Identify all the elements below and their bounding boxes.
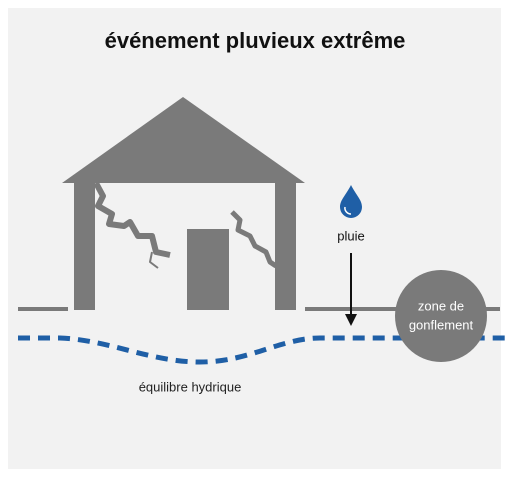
wall-right: [275, 180, 296, 310]
swelling-label: gonflement: [409, 317, 474, 332]
water-balance-label: équilibre hydrique: [139, 379, 242, 394]
swelling-zone: [395, 270, 487, 362]
wall-left: [74, 180, 95, 310]
diagram: événement pluvieux extrême pluie zone de…: [0, 0, 509, 477]
rain-label: pluie: [337, 228, 364, 243]
swelling-label: zone de: [418, 298, 464, 313]
title: événement pluvieux extrême: [105, 28, 406, 53]
door: [187, 229, 229, 310]
